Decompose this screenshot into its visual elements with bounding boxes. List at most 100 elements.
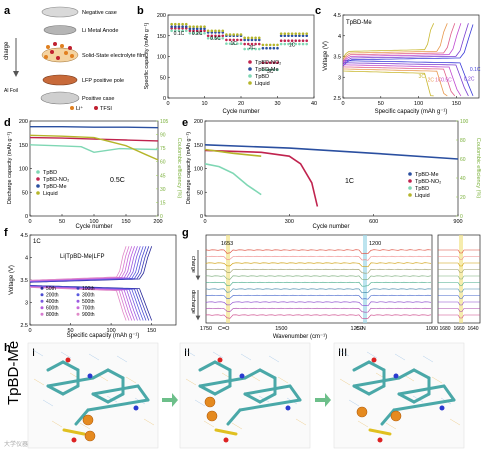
tfsi-bond (62, 428, 86, 436)
data-point (195, 25, 199, 28)
nitrogen-atom (439, 405, 445, 411)
data-point (290, 32, 294, 35)
data-point (192, 25, 195, 28)
y2-tick-label: 90 (160, 133, 166, 139)
data-point (279, 34, 283, 38)
y2-tick-label: 45 (160, 173, 166, 179)
data-point (203, 27, 206, 30)
ftir-spectra-g (205, 249, 480, 320)
data-point (272, 61, 276, 65)
y2-tick-label: 40 (460, 176, 466, 182)
data-point (225, 42, 228, 45)
panel-b: b 0 10 20 30 40 0 50 100 150 200 0.1C 0.2C 0.5C 1C 2C… (137, 5, 317, 115)
stage-label-2: II (184, 347, 190, 359)
wireframe-bond (194, 399, 206, 407)
wireframe-bond (32, 349, 44, 357)
negative-case (41, 6, 79, 18)
panel-letter-b: b (137, 5, 144, 17)
lithium-ion (82, 414, 94, 426)
nitrogen-atom (87, 373, 93, 379)
x-tick-label: 150 (121, 219, 130, 225)
panel-letter-c: c (315, 5, 321, 17)
capacity-line (204, 163, 262, 196)
legend-label: 500th (82, 299, 95, 305)
data-point (181, 29, 184, 33)
data-point (181, 22, 184, 26)
legend-marker (76, 299, 80, 303)
molecule-bond (397, 368, 416, 380)
molecule-bond (392, 398, 456, 412)
molecule-bond (258, 392, 277, 404)
data-point (221, 34, 225, 38)
x-axis-label-c: Specific capacity (mAh g⁻¹) (375, 109, 448, 115)
wireframe-bond (51, 420, 63, 428)
charge-curve (29, 246, 133, 282)
molecule-bond (243, 368, 262, 380)
molecule-bond (91, 384, 140, 396)
inset-spectrum (438, 295, 480, 299)
nitrogen-atom (133, 405, 139, 411)
x-axis-label-d: Cycle number (75, 224, 112, 230)
voltage-curves-c (342, 23, 474, 97)
molecule-bond (412, 368, 431, 380)
data-point (199, 29, 203, 33)
data-point (174, 25, 177, 28)
data-point (283, 34, 287, 38)
data-point (276, 68, 279, 72)
data-point (199, 25, 203, 28)
panel-d: d 0 50 100 150 20005010015020001530456075901… (4, 117, 182, 230)
capacity-line (29, 134, 159, 161)
charge-curve (29, 246, 130, 281)
inset-spectrum (438, 288, 480, 293)
y-tick-label: 200 (194, 119, 203, 125)
molecule-bond (91, 368, 110, 380)
component-label: Li Metal Anode (82, 28, 118, 34)
nitrogen-atom (239, 373, 245, 379)
data-point (225, 38, 228, 42)
y-tick-label: 4 (338, 34, 341, 40)
data-point (177, 29, 181, 33)
panel-letter-h: h (4, 342, 11, 354)
data-point (254, 38, 257, 42)
rate-label: 3C (267, 69, 274, 75)
molecule-bond (46, 360, 65, 372)
data-point (261, 68, 265, 72)
data-point (268, 61, 272, 65)
wireframe-bond (33, 378, 45, 386)
tfsi-bond (214, 428, 238, 436)
tfsi-bond (368, 428, 392, 436)
data-point (268, 43, 272, 47)
y-tick-label: 50 (160, 75, 166, 81)
curve-label: 0.1C (470, 67, 481, 73)
data-lines-d (29, 125, 159, 161)
x-tick-label: 0 (166, 101, 169, 107)
data-point (290, 42, 294, 46)
y-tick-label: 2.5 (20, 323, 28, 329)
data-point (210, 29, 214, 33)
inset-spectrum (438, 269, 480, 273)
data-point (236, 42, 239, 45)
inset-spectrum (438, 262, 480, 267)
ion-particles (44, 42, 74, 60)
x-tick-label: 1250 (351, 326, 363, 332)
capacity-line (29, 144, 159, 154)
y-axis-label-b: Specific capacity (mAh g⁻¹) (144, 22, 150, 89)
charge-curve (342, 23, 448, 60)
wireframe-bond (366, 351, 378, 359)
inset-spectrum (438, 256, 480, 260)
data-point (239, 33, 243, 36)
legend-marker (36, 170, 40, 174)
chart-title-f: Li|TpBD-Me|LFP (60, 254, 104, 260)
data-point (188, 27, 192, 30)
nitrogen-atom (285, 405, 291, 411)
legend-marker (408, 172, 412, 176)
data-point (305, 32, 309, 35)
legend-marker (40, 312, 44, 316)
al-foil-label: Al Foil (4, 88, 18, 94)
data-point (210, 36, 214, 40)
legend-label: TpBD (415, 186, 429, 192)
legend-label: 100th (82, 286, 95, 292)
legend-tfsi: TFSI (100, 106, 112, 112)
data-point (272, 46, 276, 50)
